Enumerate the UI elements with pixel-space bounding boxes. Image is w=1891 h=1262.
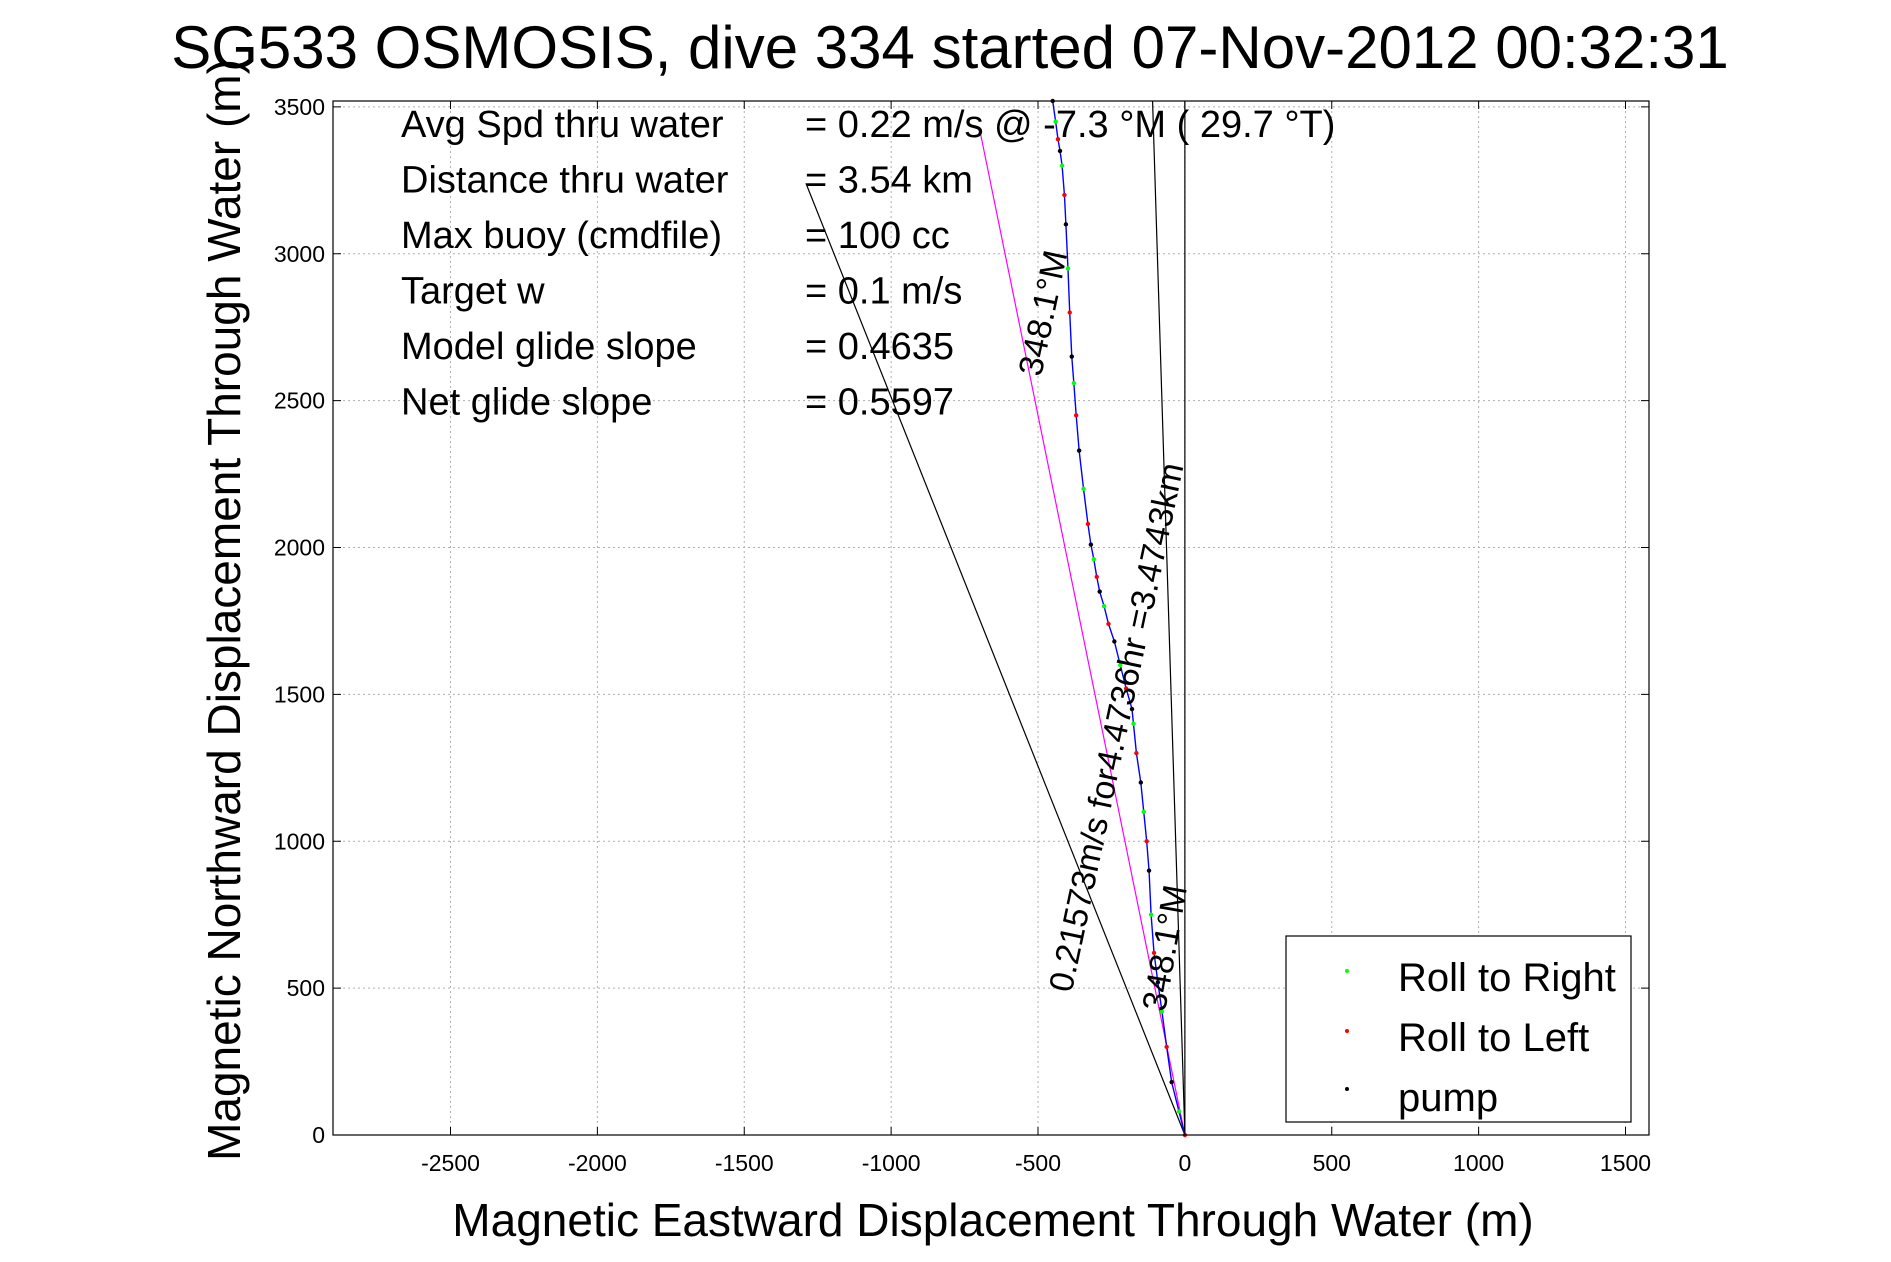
y-ticks: 0 500 1000 1500 2000 2500 3000 3500: [274, 94, 1649, 1148]
track-point: [1053, 119, 1058, 124]
reference-lines: [805, 100, 1186, 1136]
legend: Roll to Right Roll to Left pump: [1285, 935, 1632, 1123]
x-tick-label: -1500: [715, 1150, 774, 1176]
track-point: [1101, 604, 1107, 609]
y-tick-label: 500: [287, 975, 325, 1001]
track-point: [1134, 750, 1139, 756]
y-axis-label: Magnetic Northward Displacement Through …: [198, 59, 250, 1161]
track-point: [1144, 839, 1149, 844]
x-tick-label: -500: [1015, 1150, 1061, 1176]
legend-label-roll-left: Roll to Left: [1398, 1016, 1589, 1060]
legend-label-roll-right: Roll to Right: [1398, 956, 1616, 1000]
info-value: = 100 cc: [805, 215, 950, 257]
reference-line: [978, 127, 1186, 1136]
track-point: [1067, 310, 1072, 315]
track-point: [1164, 1044, 1169, 1050]
track-point: [1097, 589, 1102, 594]
legend-marker-pump: [1345, 1087, 1349, 1091]
y-tick-label: 1500: [274, 681, 325, 707]
track-series: [1050, 98, 1188, 1138]
legend-label-pump: pump: [1398, 1076, 1498, 1120]
info-label: Net glide slope: [401, 382, 652, 424]
track-point: [1146, 868, 1152, 873]
track-point: [1088, 542, 1094, 547]
y-tick-label: 0: [312, 1122, 325, 1148]
info-label: Max buoy (cmdfile): [401, 215, 722, 257]
track-point: [1063, 222, 1069, 227]
track-point: [1141, 809, 1146, 815]
reference-line: [805, 183, 1186, 1136]
x-ticks: -2500 -2000 -1500 -1000 -500 0 500 1000 1500: [421, 101, 1651, 1176]
info-value: = 0.1 m/s: [805, 271, 962, 313]
track-point: [1106, 621, 1111, 627]
y-tick-label: 3500: [274, 94, 325, 120]
info-label: Avg Spd thru water: [401, 104, 724, 146]
track-point: [1138, 780, 1144, 785]
x-tick-label: 500: [1313, 1150, 1351, 1176]
legend-marker-roll-left: [1345, 1029, 1349, 1033]
track-point: [1076, 448, 1082, 453]
y-tick-label: 2500: [274, 388, 325, 414]
track-point: [1148, 912, 1154, 917]
track-point: [1094, 574, 1099, 580]
info-label: Model glide slope: [401, 326, 697, 368]
x-axis-label: Magnetic Eastward Displacement Through W…: [452, 1194, 1533, 1246]
chart-title: SG533 OSMOSIS, dive 334 started 07-Nov-2…: [171, 14, 1729, 81]
y-tick-label: 3000: [274, 241, 325, 267]
x-tick-label: 0: [1178, 1150, 1191, 1176]
x-tick-label: -2000: [568, 1150, 627, 1176]
track-point: [1055, 136, 1061, 142]
legend-marker-roll-right: [1345, 969, 1349, 973]
track-point: [1081, 486, 1086, 491]
track-point: [1118, 662, 1123, 668]
track-point: [1065, 266, 1071, 271]
track-point: [1062, 192, 1067, 198]
info-value: = 3.54 km: [805, 160, 973, 202]
track-point: [1155, 980, 1161, 985]
info-value: = 0.5597: [805, 382, 954, 424]
info-block: Avg Spd thru water = 0.22 m/s @ -7.3 °M (…: [401, 104, 1335, 424]
track-point: [1159, 1009, 1165, 1014]
info-label: Target w: [401, 271, 545, 313]
track-point: [1057, 148, 1063, 154]
plot-frame: [332, 100, 1650, 1136]
track-point: [1073, 413, 1079, 418]
track-point: [1151, 950, 1157, 956]
track-point: [1169, 1079, 1174, 1085]
info-label: Distance thru water: [401, 160, 729, 202]
track-point: [1123, 686, 1129, 691]
reference-line: [1151, 100, 1186, 1136]
track-point: [1131, 721, 1136, 726]
info-value: = 0.22 m/s @ -7.3 °M ( 29.7 °T): [805, 104, 1335, 146]
legend-box: [1285, 935, 1632, 1123]
track-point: [1071, 380, 1077, 386]
track-point: [1176, 1109, 1182, 1114]
track-point: [1112, 639, 1117, 644]
track-point: [1085, 521, 1091, 527]
y-tick-label: 1000: [274, 828, 325, 854]
x-tick-label: 1500: [1600, 1150, 1651, 1176]
x-tick-label: -2500: [421, 1150, 480, 1176]
y-tick-label: 2000: [274, 535, 325, 561]
x-tick-label: 1000: [1453, 1150, 1504, 1176]
x-tick-label: -1000: [862, 1150, 921, 1176]
info-value: = 0.4635: [805, 326, 954, 368]
track-point: [1059, 163, 1065, 168]
track-point: [1091, 557, 1097, 562]
track-point: [1069, 354, 1074, 359]
track-point: [1129, 706, 1135, 712]
